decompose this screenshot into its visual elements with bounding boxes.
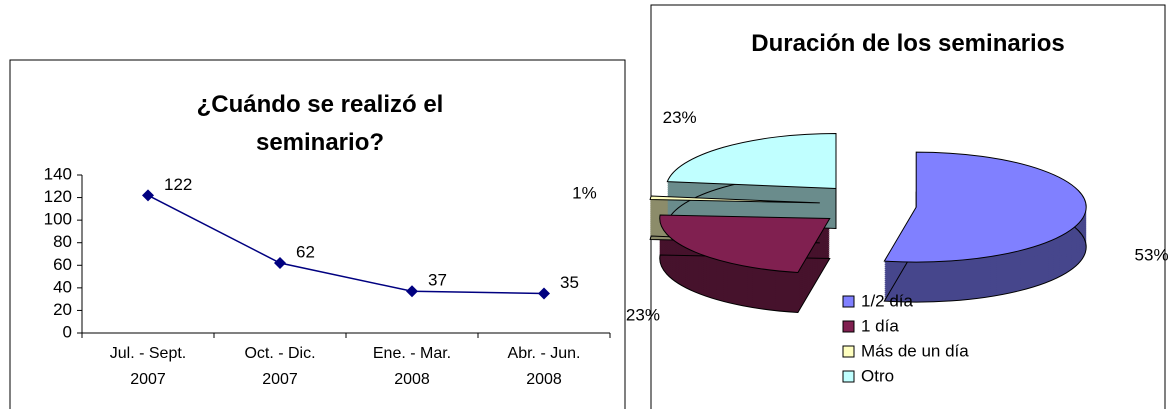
legend-label: 1/2 día <box>861 291 914 310</box>
line-title: ¿Cuándo se realizó el seminario? <box>196 91 444 156</box>
y-tick-label: 60 <box>53 255 72 274</box>
data-label: 53% <box>1135 245 1169 264</box>
slice-side-edge <box>659 254 831 314</box>
x-tick-label: Jul. - Sept. 2007 <box>109 345 187 388</box>
slice <box>659 214 831 274</box>
slice <box>666 132 837 190</box>
legend-swatch <box>842 295 855 308</box>
pie-title: Duración de los seminarios <box>751 30 1065 57</box>
marker <box>406 285 418 298</box>
x-tick-label: Abr. - Jun. 2008 <box>507 345 581 388</box>
y-tick-label: 80 <box>53 232 72 251</box>
data-label: 62 <box>296 243 315 262</box>
marker <box>274 257 286 270</box>
marker <box>538 287 550 300</box>
y-tick-label: 0 <box>63 322 72 341</box>
line-chart-frame <box>9 59 626 409</box>
data-label: 35 <box>560 273 579 292</box>
y-tick-label: 120 <box>44 187 72 206</box>
marker <box>142 189 154 202</box>
legend-swatch <box>842 345 855 358</box>
data-label: 122 <box>164 175 192 194</box>
y-tick-label: 140 <box>44 164 72 183</box>
legend-label: Más de un día <box>861 341 969 360</box>
legend-label: 1 día <box>861 316 899 335</box>
y-tick-label: 100 <box>44 210 72 229</box>
x-tick-label: Oct. - Dic. 2007 <box>244 345 316 388</box>
y-tick-label: 20 <box>53 300 72 319</box>
legend-swatch <box>842 370 855 383</box>
slice-side-edge <box>649 235 820 244</box>
legend-swatch <box>842 320 855 333</box>
data-label: 23% <box>663 108 697 127</box>
data-label: 23% <box>626 305 660 324</box>
data-label: 1% <box>572 184 597 203</box>
data-label: 37 <box>428 271 447 290</box>
y-tick-label: 40 <box>53 277 72 296</box>
data-line <box>147 194 545 295</box>
slice <box>649 195 820 204</box>
legend-label: Otro <box>861 366 894 385</box>
slice <box>883 151 1087 263</box>
x-tick-label: Ene. - Mar. 2008 <box>372 345 452 388</box>
